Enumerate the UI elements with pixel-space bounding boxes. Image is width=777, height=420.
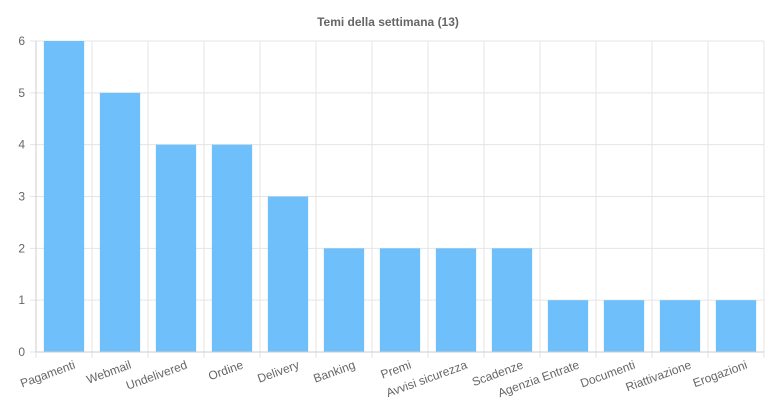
bar-premi (379, 248, 421, 352)
bar-scadenze (491, 248, 533, 352)
x-tick-label: Undelivered (124, 358, 189, 393)
x-tick-label: Delivery (256, 358, 302, 386)
y-tick-label: 1 (18, 293, 25, 307)
x-tick-label: Erogazioni (691, 358, 749, 391)
y-tick-labels: 0 1 2 3 4 5 6 (18, 34, 25, 359)
bars (43, 41, 757, 352)
bar-delivery (267, 196, 309, 352)
bar-documenti (603, 300, 645, 352)
bar-banking (323, 248, 365, 352)
bar-ordine (211, 144, 253, 352)
y-tick-label: 4 (18, 138, 25, 152)
y-tick-label: 3 (18, 190, 25, 204)
y-tick-label: 0 (18, 345, 25, 359)
y-tick-label: 6 (18, 34, 25, 48)
bar-erogazioni (715, 300, 757, 352)
x-tick-label: Banking (311, 358, 357, 386)
x-tick-label: Ordine (206, 358, 245, 384)
chart-title: Temi della settimana (13) (317, 15, 459, 29)
x-tick-label: Pagamenti (18, 358, 77, 391)
bar-pagamenti (43, 41, 85, 352)
axes (35, 41, 764, 353)
bar-undelivered (155, 144, 197, 352)
y-tick-label: 2 (18, 241, 25, 255)
bar-agenzia-entrate (547, 300, 589, 352)
bar-webmail (99, 92, 141, 352)
bar-riattivazione (659, 300, 701, 352)
bar-avvisi-sicurezza (435, 248, 477, 352)
y-tick-label: 5 (18, 86, 25, 100)
grid (30, 40, 765, 358)
